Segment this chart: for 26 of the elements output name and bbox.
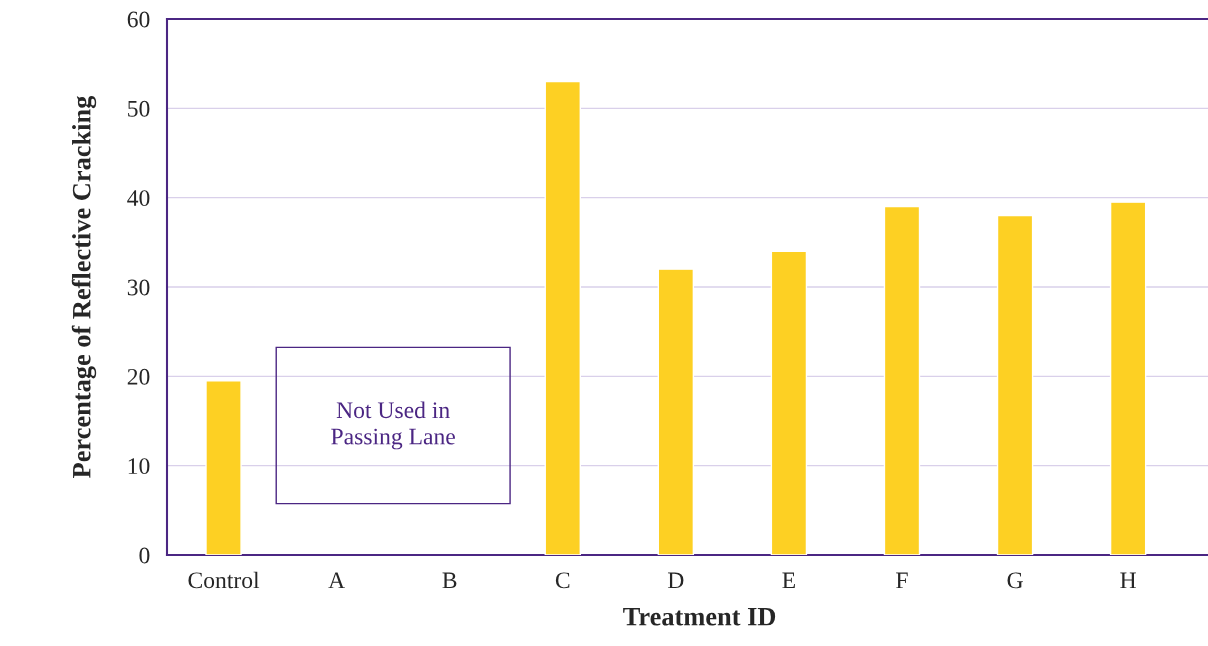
x-axis-title: Treatment ID (623, 608, 776, 626)
x-tick-label: E (782, 572, 795, 589)
annotation: Not Used in Passing Lane (331, 401, 455, 450)
bar (205, 380, 242, 555)
bar (657, 268, 695, 555)
y-tick-label: 30 (127, 279, 150, 296)
y-tick-label: 50 (128, 100, 150, 117)
y-axis-title: Percentage of Reflective Cracking (71, 95, 97, 478)
x-tick-label: F (896, 572, 908, 589)
x-tick-label: A (328, 572, 345, 589)
y-tick-label: 60 (127, 11, 150, 28)
x-tick-label: H (1120, 572, 1136, 589)
y-tick-label: 10 (128, 458, 150, 475)
x-tick-label: C (555, 572, 570, 589)
bar (1109, 201, 1147, 555)
x-tick-label: G (1007, 572, 1023, 589)
x-tick-label: Control (188, 571, 260, 589)
y-tick-label: 0 (139, 547, 150, 564)
bar (770, 250, 808, 555)
x-tick-label: D (667, 572, 684, 589)
bar (996, 214, 1034, 555)
x-tick-label: B (442, 572, 457, 589)
y-tick-label: 20 (127, 368, 150, 385)
bar (883, 205, 921, 555)
y-tick-label: 40 (127, 190, 150, 207)
bar (544, 80, 581, 555)
